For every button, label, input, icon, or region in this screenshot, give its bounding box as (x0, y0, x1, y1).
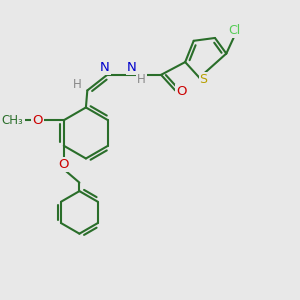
Text: N: N (127, 61, 137, 74)
Text: CH₃: CH₃ (2, 114, 24, 127)
Text: S: S (200, 73, 208, 85)
Text: H: H (137, 74, 146, 86)
Text: O: O (176, 85, 187, 98)
Text: O: O (58, 158, 69, 171)
Text: N: N (100, 61, 110, 74)
Text: O: O (32, 114, 43, 127)
Text: Cl: Cl (229, 23, 241, 37)
Text: H: H (73, 78, 82, 91)
